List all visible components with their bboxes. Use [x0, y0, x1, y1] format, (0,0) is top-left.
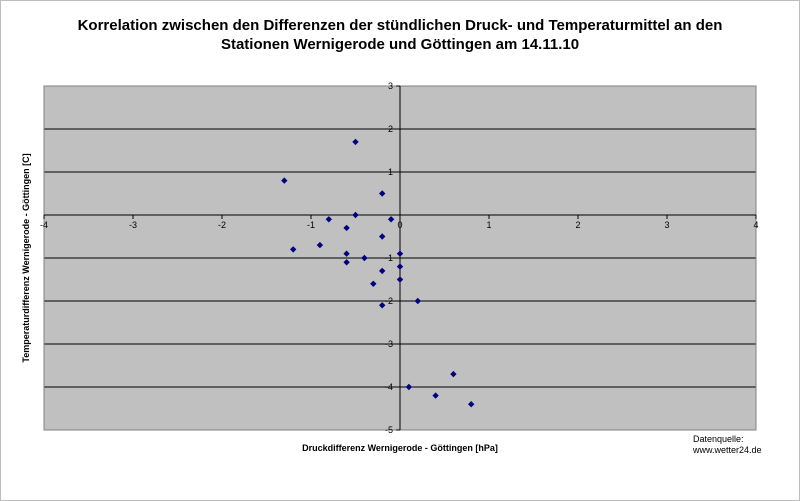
data-point: [352, 211, 359, 219]
data-point: [361, 254, 368, 262]
axes: [43, 85, 757, 431]
x-axis-label: Druckdifferenz Wernigerode - Göttingen […: [302, 443, 498, 453]
data-point: [468, 401, 475, 408]
x-tick-label: -4: [40, 220, 48, 230]
y-axis-label: Temperaturdifferenz Wernigerode - Göttin…: [21, 153, 31, 363]
x-tick-label: 2: [575, 220, 580, 230]
chart-title-line-1: Korrelation zwischen den Differenzen der…: [77, 17, 723, 34]
chart-title-line-2: Stationen Wernigerode und Göttingen am 1…: [220, 36, 580, 53]
x-tick-label: -2: [218, 220, 226, 230]
data-point: [316, 241, 324, 249]
data-source-url: www.wetter24.de: [693, 445, 762, 455]
data-point: [343, 259, 350, 266]
data-point: [405, 383, 413, 391]
y-tick-label: 2: [388, 124, 393, 134]
tick-labels: -4 -3 -2 -1 0 1 2 3 4 3 2 1 -1 -2 -3 -4 -5: [40, 81, 759, 435]
data-point: [343, 224, 350, 232]
data-point: [396, 263, 404, 270]
data-point: [290, 246, 297, 253]
data-source: Datenquelle: www.wetter24.de: [693, 434, 762, 456]
data-point: [432, 392, 439, 399]
x-tick-label: -3: [129, 220, 137, 230]
data-point: [325, 216, 332, 223]
x-tick-label: -1: [307, 220, 315, 230]
x-tick-label: 1: [486, 220, 491, 230]
y-tick-label: 3: [388, 81, 393, 91]
data-point: [396, 250, 404, 257]
data-point: [379, 233, 386, 240]
data-source-label: Datenquelle:: [693, 434, 744, 444]
data-points: [281, 138, 475, 408]
data-point: [281, 177, 288, 184]
data-point: [396, 276, 404, 283]
data-point: [379, 190, 386, 197]
x-tick-label: 3: [664, 220, 669, 230]
data-point: [343, 250, 350, 257]
data-point: [450, 370, 457, 378]
data-point: [379, 302, 386, 309]
y-tick-label: -5: [385, 425, 393, 435]
x-tick-label: 0: [397, 220, 402, 230]
data-point: [387, 216, 395, 223]
data-point: [370, 280, 377, 287]
y-tick-label: -4: [385, 382, 393, 392]
y-tick-label: -2: [385, 296, 393, 306]
data-point: [379, 267, 386, 275]
chart-title: Korrelation zwischen den Differenzen der…: [60, 16, 740, 54]
y-tick-label: 1: [388, 167, 393, 177]
data-point: [352, 138, 359, 146]
x-tick-label: 4: [753, 220, 758, 230]
y-tick-label: -3: [385, 339, 393, 349]
y-tick-label: -1: [385, 253, 393, 263]
data-point: [414, 297, 421, 305]
